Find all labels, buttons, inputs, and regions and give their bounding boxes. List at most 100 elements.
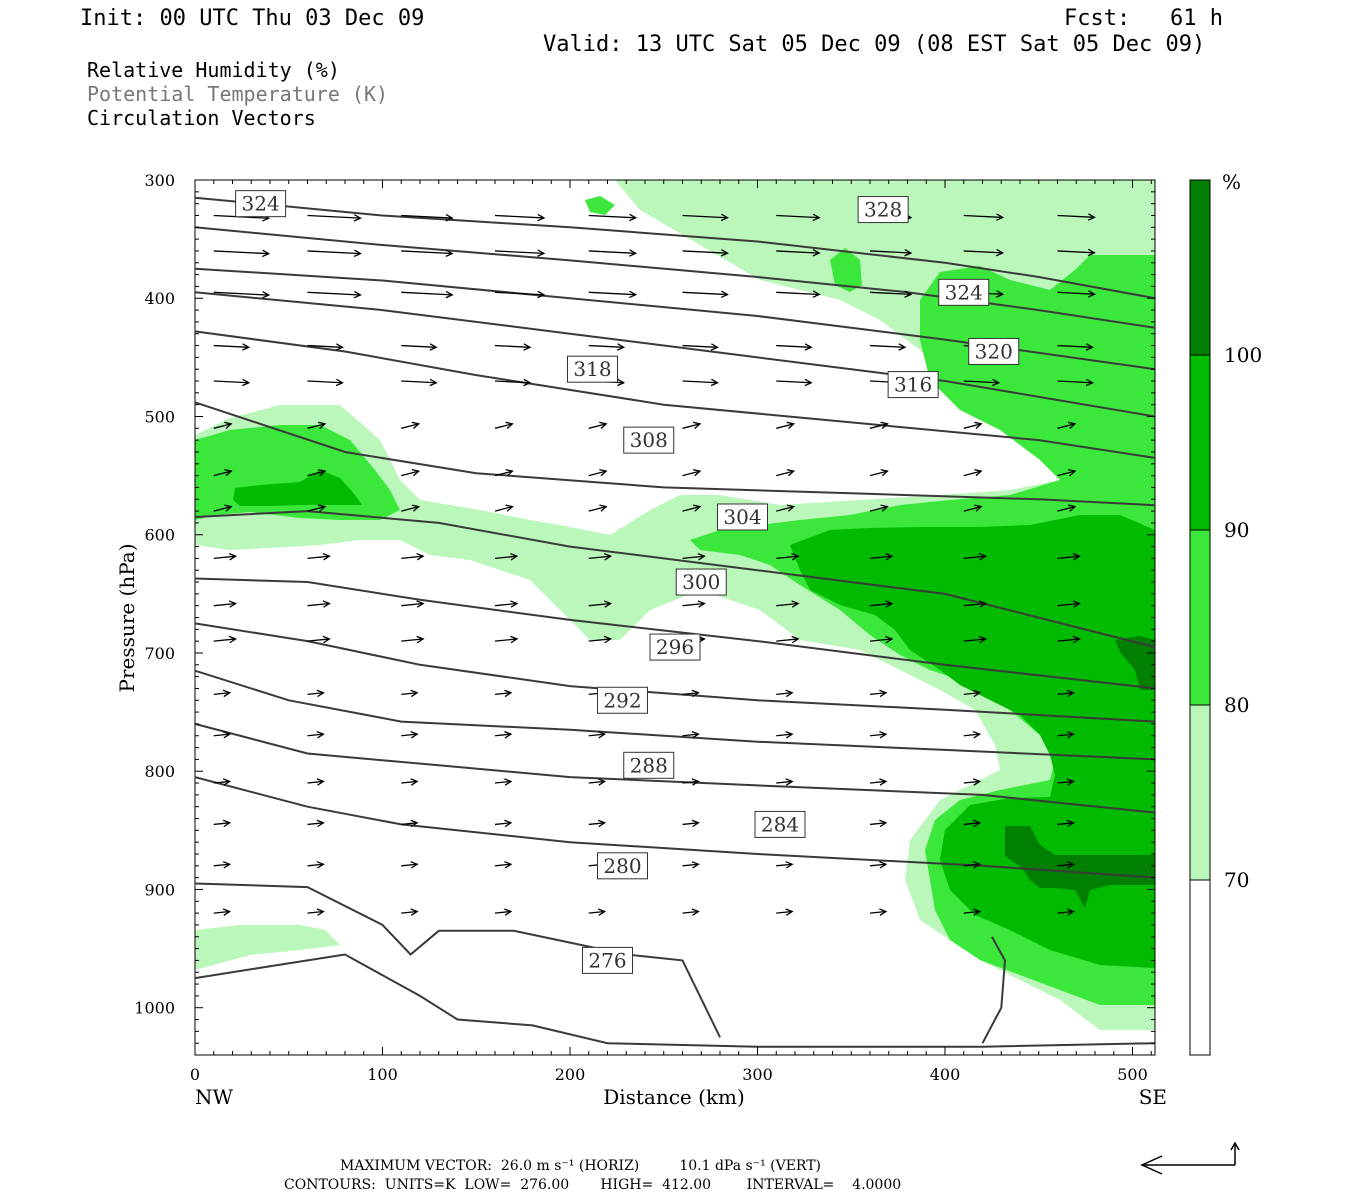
circulation-vector-head xyxy=(996,213,1005,221)
circulation-vector-head xyxy=(785,861,794,869)
circulation-vector-head xyxy=(1087,290,1096,298)
theta-label-box xyxy=(623,751,675,779)
circulation-vector xyxy=(1057,733,1074,737)
circulation-vector xyxy=(494,214,544,219)
circulation-vector xyxy=(307,638,330,642)
circulation-vector-head xyxy=(429,343,438,351)
circulation-vector-head xyxy=(597,908,607,916)
x-tick-label: 0 xyxy=(190,1065,200,1084)
circulation-vector-head xyxy=(974,468,983,477)
circulation-vector-head xyxy=(720,249,729,257)
circulation-vector xyxy=(494,910,511,914)
theta-label-box xyxy=(597,852,648,880)
circulation-vector xyxy=(869,470,888,477)
rh-70-bottom-left xyxy=(195,925,340,970)
circulation-vector xyxy=(213,822,230,826)
circulation-vector xyxy=(307,344,343,348)
theta-label: 276 xyxy=(588,948,626,972)
circulation-vector xyxy=(401,733,418,737)
y-tick-label: 600 xyxy=(144,526,175,545)
circulation-vector-head xyxy=(1067,421,1077,429)
circulation-vector-head xyxy=(617,343,626,351)
circulation-vector-head xyxy=(978,635,988,644)
circulation-vector-head xyxy=(504,689,513,698)
circulation-vector-head xyxy=(603,600,613,608)
circulation-vector xyxy=(682,380,718,384)
circulation-vector xyxy=(776,910,793,914)
circulation-vector xyxy=(1057,291,1095,295)
theta-label: 296 xyxy=(656,635,694,659)
circulation-vector xyxy=(682,602,705,607)
circulation-vector xyxy=(682,250,728,254)
circulation-vector-head xyxy=(242,343,251,351)
circulation-vector xyxy=(307,505,326,512)
circulation-vector-head xyxy=(879,819,888,828)
circulation-vector-head xyxy=(353,214,362,222)
circulation-vector-head xyxy=(242,378,251,387)
theta-contour-line xyxy=(194,669,1156,761)
circulation-vector-head xyxy=(537,290,546,299)
theta-label: 284 xyxy=(761,812,799,836)
colorbar-label-70: 70 xyxy=(1224,868,1249,892)
circulation-vector-head xyxy=(537,249,546,257)
circulation-vector xyxy=(869,505,888,512)
circulation-vector xyxy=(963,638,986,642)
circulation-vector-head xyxy=(1072,635,1081,644)
circulation-vector xyxy=(682,423,701,429)
circulation-vector-head xyxy=(410,861,419,869)
circulation-vector-head xyxy=(597,819,607,828)
x-tick-label: 200 xyxy=(555,1065,586,1084)
field-rh: Relative Humidity (%) xyxy=(87,58,340,82)
theta-label-box xyxy=(567,355,618,383)
circulation-vector-head xyxy=(972,861,982,869)
circulation-vector-head xyxy=(804,378,813,387)
circulation-vector-head xyxy=(691,908,700,916)
theta-label-box xyxy=(582,946,633,974)
circulation-vector xyxy=(213,602,236,607)
circulation-vector xyxy=(869,423,888,429)
circulation-vector-head xyxy=(697,600,706,608)
circulation-vector xyxy=(963,505,982,512)
circulation-vector-head xyxy=(879,778,888,786)
circulation-vector-head xyxy=(510,600,519,608)
theta-label: 280 xyxy=(603,854,641,878)
circulation-vector xyxy=(869,863,886,867)
circulation-vector xyxy=(776,214,820,219)
theta-contour-line xyxy=(194,953,1156,1048)
circulation-vector xyxy=(588,505,607,512)
circulation-vector xyxy=(963,910,980,914)
circulation-vector-head xyxy=(445,213,454,222)
circulation-vector xyxy=(588,602,611,607)
circulation-vector xyxy=(401,910,418,914)
circulation-vector-head xyxy=(335,343,344,351)
circulation-vector-head xyxy=(599,421,608,429)
circulation-vector-head xyxy=(411,468,421,477)
circulation-vector-head xyxy=(599,504,608,512)
field-theta: Potential Temperature (K) xyxy=(87,82,389,106)
circulation-vector xyxy=(494,505,513,512)
field-vectors: Circulation Vectors xyxy=(87,106,316,130)
circulation-vector-head xyxy=(1085,343,1094,351)
circulation-vector xyxy=(307,214,361,219)
circulation-vector-head xyxy=(316,819,325,828)
circulation-vector-head xyxy=(904,248,913,257)
theta-label: 304 xyxy=(723,505,761,529)
circulation-vector xyxy=(1057,863,1074,867)
endpoint-se: SE xyxy=(1139,1085,1167,1109)
circulation-vector-head xyxy=(1066,861,1075,869)
circulation-vector xyxy=(869,692,886,696)
circulation-vector xyxy=(682,505,701,512)
circulation-vector-head xyxy=(416,600,425,608)
colorbar-label-90: 90 xyxy=(1224,518,1249,542)
circulation-vector xyxy=(401,555,424,560)
circulation-vector-head xyxy=(972,819,982,828)
circulation-vector-head xyxy=(710,343,719,351)
circulation-vector xyxy=(494,692,511,696)
circulation-vector-head xyxy=(597,731,607,739)
circulation-vector-head xyxy=(228,553,238,561)
theta-label: 316 xyxy=(894,373,932,397)
circulation-vector-head xyxy=(710,378,719,387)
circulation-vector-head xyxy=(504,819,513,828)
circulation-vector xyxy=(682,863,699,867)
colorbar-frame xyxy=(1189,179,1211,1056)
